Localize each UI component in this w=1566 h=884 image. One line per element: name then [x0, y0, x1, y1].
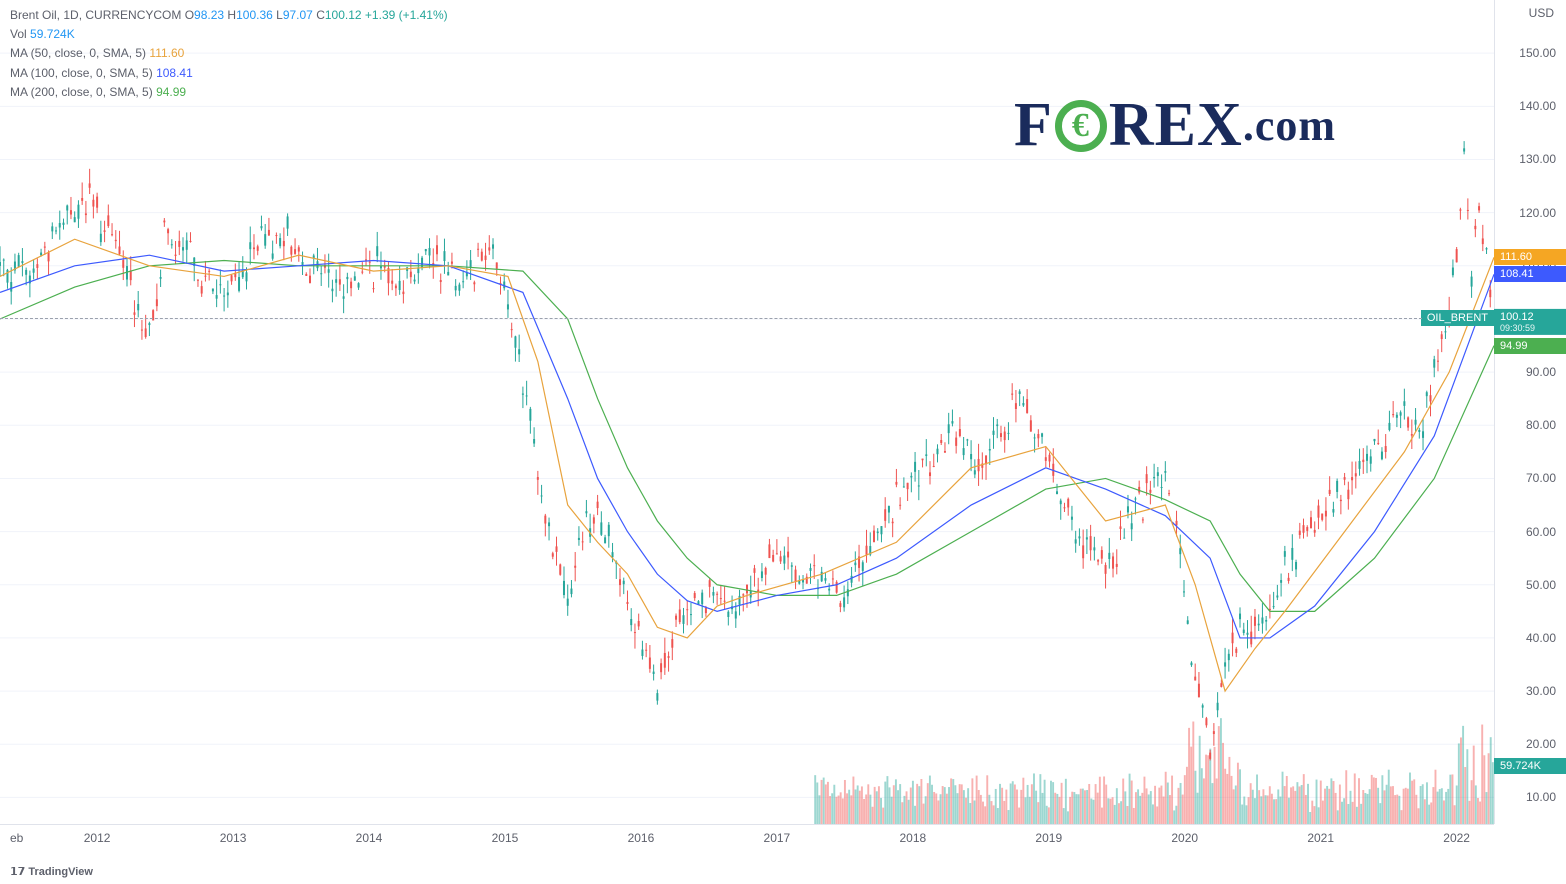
low-value: 97.07	[283, 8, 313, 22]
ma200-value: 94.99	[156, 85, 186, 99]
time-tick: 2021	[1307, 831, 1334, 845]
symbol-badge: OIL_BRENT	[1421, 310, 1494, 326]
price-tick: 90.00	[1526, 365, 1556, 379]
price-badge: 59.724K	[1494, 758, 1566, 774]
time-tick: 2022	[1443, 831, 1470, 845]
ma100-value: 108.41	[156, 66, 193, 80]
price-badge: 111.60	[1494, 249, 1566, 265]
time-tick: 2014	[356, 831, 383, 845]
price-tick: 10.00	[1526, 790, 1556, 804]
time-tick: 2013	[220, 831, 247, 845]
header-info: Brent Oil, 1D, CURRENCYCOM O98.23 H100.3…	[10, 6, 448, 102]
change-value: +1.39 (+1.41%)	[365, 8, 448, 22]
price-badge: 100.1209:30:59	[1494, 309, 1566, 335]
vol-value: 59.724K	[30, 27, 75, 41]
open-label: O	[185, 8, 194, 22]
time-tick: 2016	[628, 831, 655, 845]
logo-euro-icon: €	[1055, 100, 1107, 152]
ma50-value: 111.60	[149, 46, 184, 60]
price-tick: 30.00	[1526, 684, 1556, 698]
price-tick: 80.00	[1526, 418, 1556, 432]
price-tick: 20.00	[1526, 737, 1556, 751]
last-price-line	[0, 318, 1422, 319]
price-badge: 94.99	[1494, 338, 1566, 354]
high-label: H	[227, 8, 236, 22]
time-tick: 2019	[1035, 831, 1062, 845]
close-label: C	[316, 8, 325, 22]
price-tick: 60.00	[1526, 525, 1556, 539]
symbol-desc: Brent Oil, 1D, CURRENCYCOM	[10, 8, 181, 22]
price-tick: 120.00	[1519, 206, 1556, 220]
price-tick: 140.00	[1519, 99, 1556, 113]
time-tick: 2018	[899, 831, 926, 845]
time-tick: eb	[10, 831, 23, 845]
close-value: 100.12	[325, 8, 362, 22]
ma200-label: MA (200, close, 0, SMA, 5)	[10, 85, 153, 99]
footer-branding: 𝟭𝟳 TradingView	[10, 865, 93, 878]
logo-pre: F	[1014, 90, 1053, 161]
low-label: L	[276, 8, 283, 22]
price-scale[interactable]: 150.00140.00130.00120.00110.00100.0090.0…	[1494, 0, 1566, 824]
price-tick: 130.00	[1519, 152, 1556, 166]
price-badge: 108.41	[1494, 266, 1566, 282]
vol-row: Vol 59.724K	[10, 25, 448, 44]
ma50-label: MA (50, close, 0, SMA, 5)	[10, 46, 146, 60]
price-tick: 70.00	[1526, 471, 1556, 485]
time-tick: 2012	[84, 831, 111, 845]
chart-container: Brent Oil, 1D, CURRENCYCOM O98.23 H100.3…	[0, 0, 1566, 884]
time-tick: 2017	[764, 831, 791, 845]
logo-post: REX	[1109, 90, 1243, 161]
price-tick: 50.00	[1526, 578, 1556, 592]
time-tick: 2020	[1171, 831, 1198, 845]
forex-logo: F € REX .com	[1014, 90, 1336, 161]
ohlc-row: Brent Oil, 1D, CURRENCYCOM O98.23 H100.3…	[10, 6, 448, 25]
ma100-row: MA (100, close, 0, SMA, 5) 108.41	[10, 64, 448, 83]
vol-label: Vol	[10, 27, 27, 41]
high-value: 100.36	[236, 8, 273, 22]
price-tick: 40.00	[1526, 631, 1556, 645]
ma100-label: MA (100, close, 0, SMA, 5)	[10, 66, 153, 80]
ma200-row: MA (200, close, 0, SMA, 5) 94.99	[10, 83, 448, 102]
time-tick: 2015	[492, 831, 519, 845]
price-tick: 150.00	[1519, 46, 1556, 60]
ma50-row: MA (50, close, 0, SMA, 5) 111.60	[10, 44, 448, 63]
open-value: 98.23	[194, 8, 224, 22]
time-scale[interactable]: eb 2012 2013 2014 2015 2016 2017 2018 2019 2020 20…	[0, 824, 1494, 854]
logo-dotcom: .com	[1243, 100, 1336, 151]
